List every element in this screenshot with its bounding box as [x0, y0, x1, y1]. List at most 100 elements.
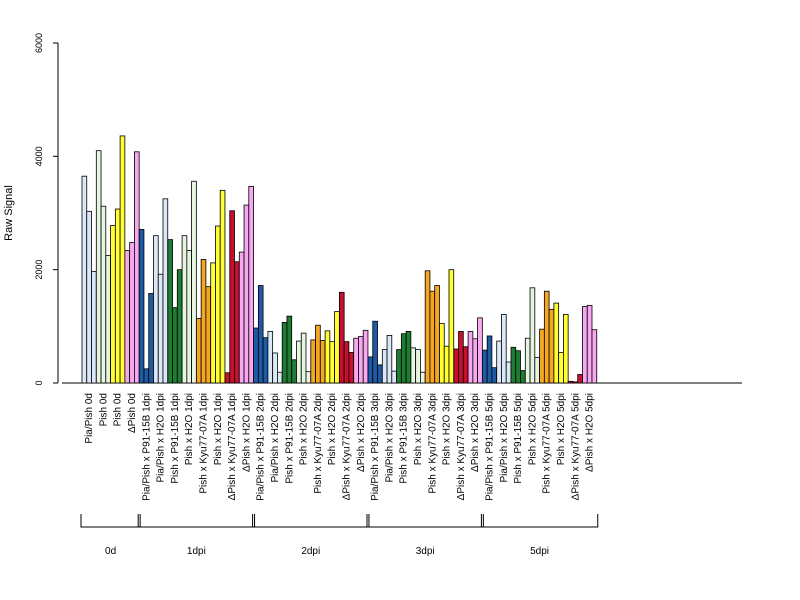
bar — [529, 287, 536, 384]
bar — [486, 335, 493, 384]
y-axis-title: Raw Signal — [3, 185, 15, 241]
bar — [582, 306, 588, 384]
bar — [510, 346, 517, 384]
x-tick-label: Pish x Kyu77-07A 3dpi — [427, 393, 438, 494]
x-tick-label: ΔPish x H2O 2dpi — [356, 393, 367, 472]
x-tick-label: Pish x H2O 1dpi — [213, 393, 224, 465]
bar — [234, 261, 240, 384]
bar — [577, 374, 583, 384]
bar — [286, 315, 293, 384]
bars — [81, 135, 598, 384]
group-label: 1dpi — [187, 546, 206, 557]
bar — [291, 359, 297, 384]
bar — [95, 150, 102, 384]
bar — [114, 208, 121, 384]
bar — [453, 348, 459, 384]
bar — [586, 304, 593, 384]
bar — [410, 347, 417, 384]
bar — [443, 345, 450, 384]
bar — [372, 320, 378, 384]
x-tick-label: Pia/Pish x H2O 5dpi — [499, 393, 510, 483]
bar — [176, 269, 183, 384]
bar — [310, 339, 316, 384]
bar — [543, 290, 550, 384]
bar — [405, 331, 412, 384]
bar — [439, 323, 445, 384]
x-tick-label: ΔPish x H2O 3dpi — [470, 393, 481, 472]
group-bracket — [366, 514, 484, 528]
x-tick-label: Pish x H2O 2dpi — [299, 393, 310, 465]
bar — [567, 380, 574, 384]
x-tick-label: ΔPish x Kyu77-07A 5dpi — [570, 393, 581, 500]
group-bracket — [252, 514, 370, 528]
bar — [520, 370, 526, 384]
bar — [477, 317, 483, 384]
bar — [481, 349, 488, 384]
bar — [534, 357, 540, 384]
bar — [548, 308, 555, 384]
bar — [358, 336, 364, 384]
bar — [238, 251, 245, 384]
bar — [377, 364, 383, 384]
group-bracket — [80, 514, 141, 528]
bar — [272, 352, 278, 384]
bar — [491, 367, 498, 384]
bar — [191, 180, 197, 384]
x-tick-label: Pish x P91-15B 5dpi — [513, 393, 524, 484]
bar — [276, 371, 283, 384]
bar — [496, 340, 502, 384]
bar — [448, 269, 455, 384]
bar — [415, 349, 421, 384]
bar — [334, 311, 340, 384]
bar — [467, 331, 474, 384]
x-tick-label: Pish x Kyu77-07A 5dpi — [542, 393, 553, 494]
bar — [138, 229, 145, 384]
bar — [353, 337, 359, 384]
group-label: 0d — [105, 546, 116, 557]
bar — [563, 314, 569, 384]
bar — [505, 361, 512, 384]
bar — [153, 235, 159, 384]
bar — [210, 262, 216, 384]
x-tick-label: Pia/Pish x P91-15B 5dpi — [485, 393, 496, 501]
category-labels: Pia/Pish 0d Pish 0d Pish 0d ΔPish 0d Pia/Pis… — [84, 393, 596, 501]
bar — [167, 239, 173, 384]
bar — [215, 225, 221, 384]
bar — [300, 332, 307, 384]
bar — [133, 151, 140, 384]
group-label: 2dpi — [301, 546, 320, 557]
x-tick-label: ΔPish x Kyu77-07A 2dpi — [342, 393, 353, 500]
bar — [267, 331, 274, 384]
bar — [296, 340, 302, 384]
x-tick-label: Pia/Pish x H2O 3dpi — [384, 393, 395, 483]
x-tick-label: Pia/Pish x H2O 2dpi — [270, 393, 281, 483]
x-tick-label: Pish x Kyu77-07A 2dpi — [313, 393, 324, 494]
bar — [91, 270, 97, 384]
bar — [229, 210, 235, 384]
x-tick-label: ΔPish x H2O 1dpi — [241, 393, 252, 472]
bar — [81, 175, 88, 384]
x-tick-label: ΔPish 0d — [127, 393, 138, 433]
bar — [219, 189, 226, 384]
bar — [343, 341, 350, 384]
bar — [157, 273, 164, 384]
bar — [119, 135, 126, 384]
bar — [553, 302, 560, 384]
x-tick-label: Pia/Pish x P91-15B 1dpi — [141, 393, 152, 501]
group-label: 5dpi — [530, 546, 549, 557]
bar — [400, 333, 407, 384]
bar — [424, 270, 431, 384]
bar — [186, 249, 193, 384]
x-tick-label: Pish x P91-15B 2dpi — [284, 393, 295, 484]
bar — [419, 371, 426, 384]
y-axis: 0 2000 4000 6000 — [34, 33, 59, 386]
bar — [281, 321, 288, 384]
y-tick-label: 2000 — [34, 260, 44, 280]
bar — [367, 356, 374, 384]
y-tick-label: 4000 — [34, 146, 44, 166]
bar — [148, 293, 154, 384]
bar — [539, 328, 545, 384]
x-tick-label: Pish x P91-15B 1dpi — [170, 393, 181, 484]
bar — [224, 372, 231, 384]
